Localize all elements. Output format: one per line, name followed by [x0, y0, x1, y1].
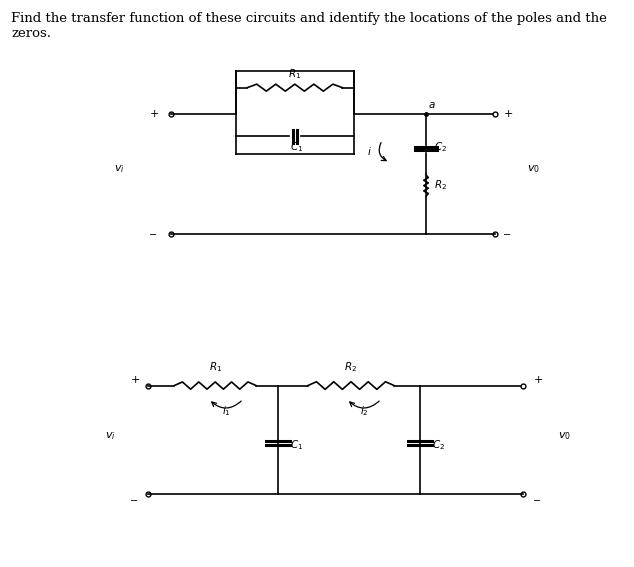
Text: $i_2$: $i_2$ — [359, 404, 368, 418]
Text: $C_1$: $C_1$ — [290, 140, 303, 154]
FancyArrowPatch shape — [350, 401, 379, 408]
Text: +: + — [534, 375, 543, 386]
Text: $C_1$: $C_1$ — [290, 438, 303, 452]
Text: $C_2$: $C_2$ — [434, 141, 448, 154]
Text: $v_i$: $v_i$ — [105, 431, 116, 442]
Text: $i_1$: $i_1$ — [221, 404, 230, 418]
Text: $v_0$: $v_0$ — [558, 431, 571, 442]
Text: $R_1$: $R_1$ — [209, 360, 222, 374]
Text: $-$: $-$ — [502, 229, 511, 238]
Text: $i$: $i$ — [367, 145, 372, 157]
FancyArrowPatch shape — [379, 142, 386, 160]
Text: $-$: $-$ — [532, 495, 541, 504]
Text: $a$: $a$ — [428, 100, 436, 109]
Text: $v_i$: $v_i$ — [114, 163, 125, 175]
Text: $-$: $-$ — [129, 495, 138, 504]
Text: $-$: $-$ — [148, 229, 157, 238]
Text: $v_0$: $v_0$ — [527, 163, 540, 175]
Text: zeros.: zeros. — [11, 27, 51, 40]
Text: +: + — [504, 109, 514, 119]
Text: $R_1$: $R_1$ — [288, 67, 301, 82]
Text: $R_2$: $R_2$ — [434, 178, 448, 192]
Text: $R_2$: $R_2$ — [344, 360, 358, 374]
Text: Find the transfer function of these circuits and identify the locations of the p: Find the transfer function of these circ… — [11, 12, 607, 26]
Text: $C_2$: $C_2$ — [432, 438, 445, 452]
Text: +: + — [150, 109, 160, 119]
FancyArrowPatch shape — [212, 401, 241, 408]
Text: +: + — [131, 375, 141, 386]
